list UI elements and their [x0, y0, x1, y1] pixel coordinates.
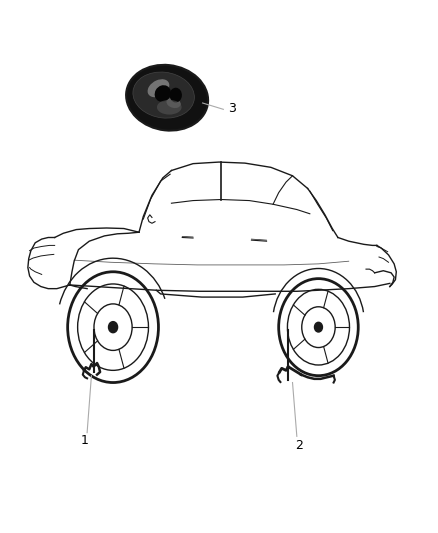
Circle shape [109, 321, 117, 333]
Ellipse shape [133, 72, 194, 118]
Text: 3: 3 [228, 102, 236, 115]
Ellipse shape [157, 100, 182, 115]
Text: 2: 2 [295, 439, 303, 453]
Circle shape [302, 307, 335, 348]
Circle shape [314, 322, 322, 332]
Circle shape [94, 304, 132, 350]
Ellipse shape [148, 79, 170, 97]
Ellipse shape [155, 85, 171, 102]
Text: 1: 1 [81, 434, 89, 447]
Ellipse shape [170, 88, 182, 102]
Ellipse shape [166, 98, 181, 108]
Ellipse shape [126, 65, 208, 131]
